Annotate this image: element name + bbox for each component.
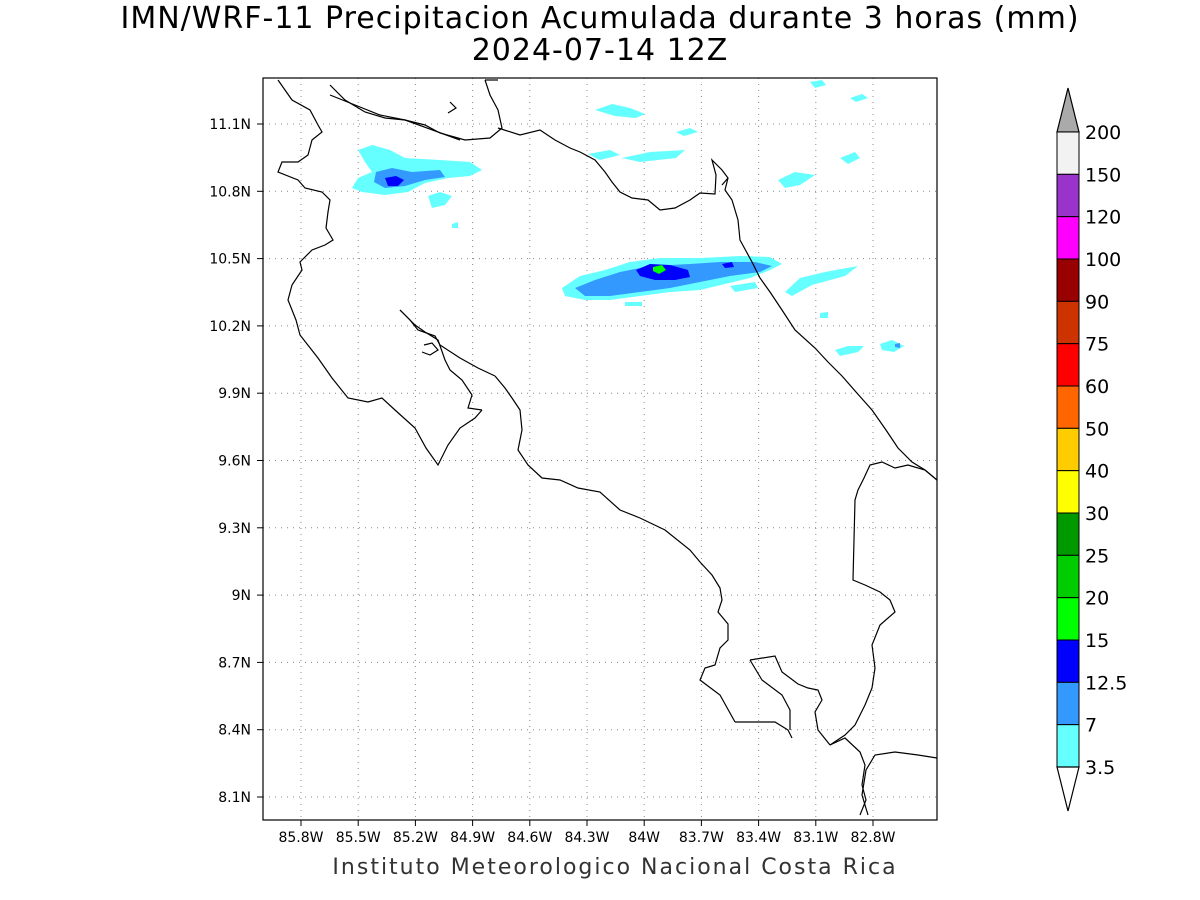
colorbar-label: 30 (1085, 503, 1109, 525)
colorbar-swatch (1056, 554, 1080, 599)
colorbar-label: 150 (1085, 164, 1121, 186)
map-grid (263, 78, 937, 820)
colorbar-swatch (1056, 131, 1080, 175)
colorbar-bottom-arrow (1056, 766, 1080, 812)
x-tick-label: 84.9W (450, 830, 495, 846)
precip-area-3-5mm (730, 282, 758, 292)
precip-area-3-5mm (785, 266, 858, 296)
colorbar-swatch (1056, 512, 1080, 556)
colorbar-label: 100 (1085, 249, 1121, 271)
x-tick-label: 85.8W (278, 830, 323, 846)
y-tick-label: 9.3N (218, 521, 251, 537)
precip-area-3-5mm (676, 128, 698, 136)
credit-footer: Instituto Meteorologico Nacional Costa R… (332, 855, 898, 880)
colorbar-label: 12.5 (1085, 672, 1127, 694)
colorbar-label: 120 (1085, 207, 1121, 229)
precip-area-3-5mm (588, 150, 620, 160)
colorbar-legend: 200 150 120 100 90 75 60 50 40 30 25 20 15 12.5 7 3.5 (1056, 87, 1127, 812)
colorbar-label: 75 (1085, 334, 1109, 356)
colorbar-label: 15 (1085, 630, 1109, 652)
colorbar-swatch (1056, 343, 1080, 387)
colorbar-top-arrow (1056, 87, 1080, 133)
x-tick-label: 82.8W (850, 830, 895, 846)
precip-area-3-5mm (820, 312, 828, 318)
precip-area-3-5mm (622, 150, 685, 162)
precip-area-3-5mm (840, 152, 860, 164)
colorbar-swatch (1056, 258, 1080, 302)
x-tick-label: 84.6W (507, 830, 552, 846)
colorbar-swatch (1056, 470, 1080, 514)
precip-area-7mm (895, 343, 900, 348)
colorbar-swatch (1056, 216, 1080, 260)
colorbar-swatch (1056, 300, 1080, 345)
colorbar-label: 90 (1085, 291, 1109, 313)
colorbar-swatch (1056, 385, 1080, 429)
precip-area-3-5mm (880, 340, 904, 352)
precipitation-shading (352, 80, 904, 356)
colorbar-swatch (1056, 597, 1080, 641)
x-tick-label: 85.5W (336, 830, 381, 846)
x-tick-label: 84.3W (564, 830, 609, 846)
colorbar-label: 7 (1085, 715, 1097, 737)
colorbar-label: 3.5 (1085, 757, 1115, 779)
precip-area-3-5mm (595, 104, 645, 118)
colorbar-label: 50 (1085, 418, 1109, 440)
y-tick-label: 9N (232, 588, 251, 604)
x-tick-label: 83.7W (679, 830, 724, 846)
colorbar-swatch (1056, 724, 1080, 768)
y-tick-label: 11.1N (209, 117, 251, 133)
y-tick-label: 10.8N (209, 184, 251, 200)
colorbar-swatch (1056, 681, 1080, 726)
colorbar-label: 60 (1085, 376, 1109, 398)
precip-area-3-5mm (625, 302, 642, 306)
y-tick-label: 8.1N (218, 790, 251, 806)
x-tick-label: 85.2W (393, 830, 438, 846)
precip-area-15mm (653, 265, 666, 274)
coastline-borders (277, 79, 937, 816)
y-tick-label: 10.2N (209, 319, 251, 335)
colorbar-label: 25 (1085, 545, 1109, 567)
precip-area-3-5mm (850, 94, 868, 102)
precip-area-3-5mm (428, 192, 452, 208)
precip-area-12-5mm (385, 176, 404, 186)
map-subtitle-date: 2024-07-14 12Z (471, 33, 729, 68)
colorbar-swatch (1056, 173, 1080, 218)
precip-area-3-5mm (778, 172, 815, 188)
x-tick-label: 84W (628, 830, 660, 846)
precip-area-3-5mm (835, 346, 864, 356)
y-tick-label: 9.9N (218, 386, 251, 402)
latitude-axis: 11.1N 10.8N 10.5N 10.2N 9.9N 9.6N 9.3N 9N 8.7N 8.… (209, 117, 263, 806)
precip-area-3-5mm (810, 80, 826, 88)
precip-area-12-5mm (636, 264, 690, 280)
x-tick-label: 83.1W (793, 830, 838, 846)
longitude-axis: 85.8W 85.5W 85.2W 84.9W 84.6W 84.3W 84W 83.7W 83… (278, 820, 896, 846)
colorbar-swatch (1056, 639, 1080, 683)
x-tick-label: 83.4W (736, 830, 781, 846)
precip-area-3-5mm (452, 222, 458, 228)
y-tick-label: 8.7N (218, 655, 251, 671)
precip-area-12-5mm (722, 262, 734, 268)
colorbar-label: 200 (1085, 122, 1121, 144)
plot-frame (262, 77, 938, 821)
colorbar-swatch (1056, 427, 1080, 472)
y-tick-label: 10.5N (209, 252, 251, 268)
colorbar-label: 40 (1085, 461, 1109, 483)
map-title: IMN/WRF-11 Precipitacion Acumulada duran… (120, 1, 1080, 36)
y-tick-label: 9.6N (218, 454, 251, 470)
precip-area-3-5mm (352, 145, 482, 195)
y-tick-label: 8.4N (218, 723, 251, 739)
colorbar-label: 20 (1085, 588, 1109, 610)
